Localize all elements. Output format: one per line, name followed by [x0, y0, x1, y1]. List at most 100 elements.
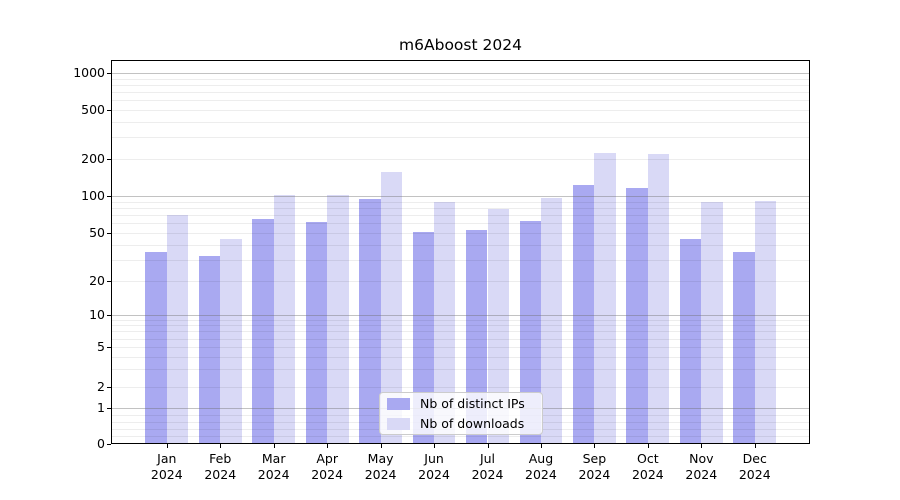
legend: Nb of distinct IPs Nb of downloads — [379, 392, 543, 435]
gridline-minor-40 — [112, 245, 809, 246]
y-tick-mark-2 — [107, 387, 111, 388]
y-tick-mark-20 — [107, 281, 111, 282]
gridline-minor-3 — [112, 369, 809, 370]
x-tick-month: Apr — [316, 451, 338, 466]
bar-ips-mar — [252, 218, 274, 444]
y-tick-mark-50 — [107, 233, 111, 234]
x-tick-year: 2024 — [311, 467, 344, 482]
x-tick-month: Sep — [582, 451, 607, 466]
x-tick-mark-oct — [647, 444, 649, 448]
bar-downloads-oct — [647, 153, 670, 444]
gridline-minor-500 — [112, 110, 809, 111]
gridline-minor-2 — [112, 387, 809, 388]
x-tick-year: 2024 — [257, 467, 290, 482]
gridline-major-1000 — [112, 73, 809, 74]
gridline-minor-7 — [112, 331, 809, 332]
x-tick-label-dec: Dec 2024 — [723, 451, 787, 483]
x-tick-month: Dec — [742, 451, 767, 466]
y-tick-mark-200 — [107, 159, 111, 160]
x-tick-mark-nov — [701, 444, 703, 448]
legend-item-downloads: Nb of downloads — [387, 416, 542, 432]
gridline-minor-900 — [112, 79, 809, 80]
y-tick-label-2: 2 — [97, 379, 105, 394]
gridline-minor-600 — [112, 100, 809, 101]
x-tick-month: Jul — [479, 451, 496, 466]
y-tick-label-0: 0 — [97, 435, 105, 451]
y-tick-mark-0 — [107, 443, 111, 445]
x-tick-month: Feb — [209, 451, 232, 466]
chart-title: m6Aboost 2024 — [399, 36, 522, 54]
x-tick-year: 2024 — [631, 467, 664, 482]
legend-item-distinct-ips: Nb of distinct IPs — [387, 396, 542, 412]
y-tick-label-100: 100 — [81, 188, 105, 203]
bar-ips-nov — [679, 238, 702, 444]
x-tick-label-aug: Aug 2024 — [509, 451, 573, 483]
x-tick-mark-aug — [540, 444, 542, 448]
x-tick-month: May — [367, 451, 394, 466]
y-tick-mark-500 — [107, 110, 111, 111]
y-tick-mark-1 — [107, 408, 111, 409]
x-tick-mark-apr — [327, 444, 329, 448]
x-tick-year: 2024 — [525, 467, 557, 482]
x-tick-year: 2024 — [418, 467, 450, 482]
x-tick-month: Jun — [424, 451, 444, 466]
bar-ips-feb — [198, 256, 221, 444]
x-tick-label-feb: Feb 2024 — [188, 451, 252, 483]
bar-downloads-aug — [540, 198, 563, 444]
bar-ips-oct — [626, 188, 648, 444]
y-tick-label-500: 500 — [81, 102, 105, 117]
gridline-minor-800 — [112, 85, 809, 86]
bar-downloads-apr — [327, 194, 349, 444]
y-tick-label-200: 200 — [81, 151, 105, 166]
bar-downloads-dec — [754, 201, 777, 444]
bar-ips-jan — [145, 251, 167, 444]
bar-ips-jul — [466, 229, 488, 444]
x-tick-year: 2024 — [204, 467, 237, 482]
gridline-major-10 — [112, 315, 809, 316]
x-tick-month: Jan — [157, 451, 177, 466]
y-tick-mark-10 — [107, 315, 111, 316]
x-tick-label-nov: Nov 2024 — [669, 451, 733, 483]
y-tick-label-5: 5 — [97, 339, 105, 354]
x-tick-month: Aug — [528, 451, 554, 466]
bar-downloads-mar — [273, 194, 296, 444]
gridline-minor-50 — [112, 233, 809, 234]
gridline-minor-300 — [112, 137, 809, 138]
gridline-major-100 — [112, 196, 809, 197]
x-tick-year: 2024 — [364, 467, 397, 482]
bar-ips-aug — [519, 220, 541, 444]
gridline-minor-80 — [112, 208, 809, 209]
x-tick-mark-sep — [594, 444, 596, 448]
legend-label-distinct-ips: Nb of distinct IPs — [420, 396, 525, 411]
x-tick-label-mar: Mar 2024 — [242, 451, 306, 483]
x-tick-year: 2024 — [471, 467, 504, 482]
y-tick-label-10: 10 — [89, 307, 105, 322]
bar-downloads-feb — [220, 238, 242, 444]
x-tick-mark-may — [380, 444, 382, 448]
x-tick-label-jul: Jul 2024 — [456, 451, 520, 483]
bar-ips-may — [359, 198, 381, 444]
bar-downloads-jan — [166, 215, 189, 444]
gridline-minor-6 — [112, 339, 809, 340]
bar-downloads-may — [380, 171, 402, 444]
gridline-minor-5 — [112, 347, 809, 348]
x-tick-mark-feb — [220, 444, 222, 448]
gridline-minor-400 — [112, 122, 809, 123]
x-tick-mark-jul — [487, 444, 489, 448]
bar-downloads-sep — [594, 153, 616, 444]
x-tick-label-sep: Sep 2024 — [562, 451, 626, 483]
x-tick-label-may: May 2024 — [349, 451, 413, 483]
gridline-minor-700 — [112, 92, 809, 93]
gridline-minor-8 — [112, 325, 809, 326]
y-tick-mark-1000 — [107, 73, 111, 74]
gridline-minor-200 — [112, 159, 809, 160]
x-tick-mark-mar — [273, 444, 275, 448]
x-tick-label-apr: Apr 2024 — [295, 451, 359, 483]
x-tick-month: Oct — [637, 451, 659, 466]
bar-ips-dec — [733, 251, 755, 444]
gridline-minor-90 — [112, 202, 809, 203]
bar-downloads-jun — [434, 202, 456, 444]
x-tick-year: 2024 — [150, 467, 183, 482]
gridline-minor-60 — [112, 223, 809, 224]
